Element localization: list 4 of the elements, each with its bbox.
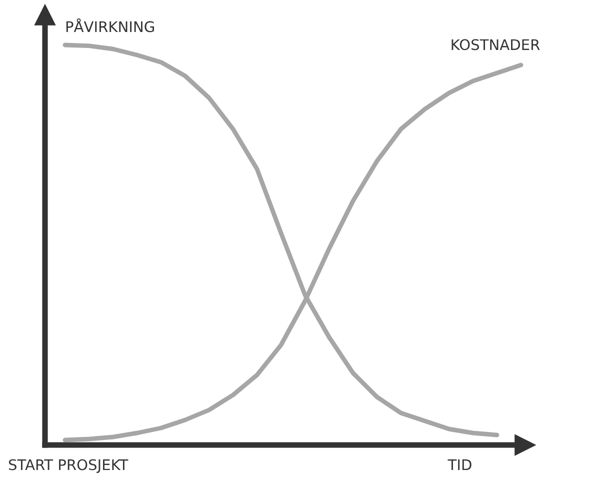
series-label: KOSTNADER (452, 39, 540, 50)
series-label: PÅVIRKNING (66, 18, 154, 32)
x-axis-title: TID (448, 459, 472, 470)
text: START PROSJEKT (8, 459, 128, 473)
